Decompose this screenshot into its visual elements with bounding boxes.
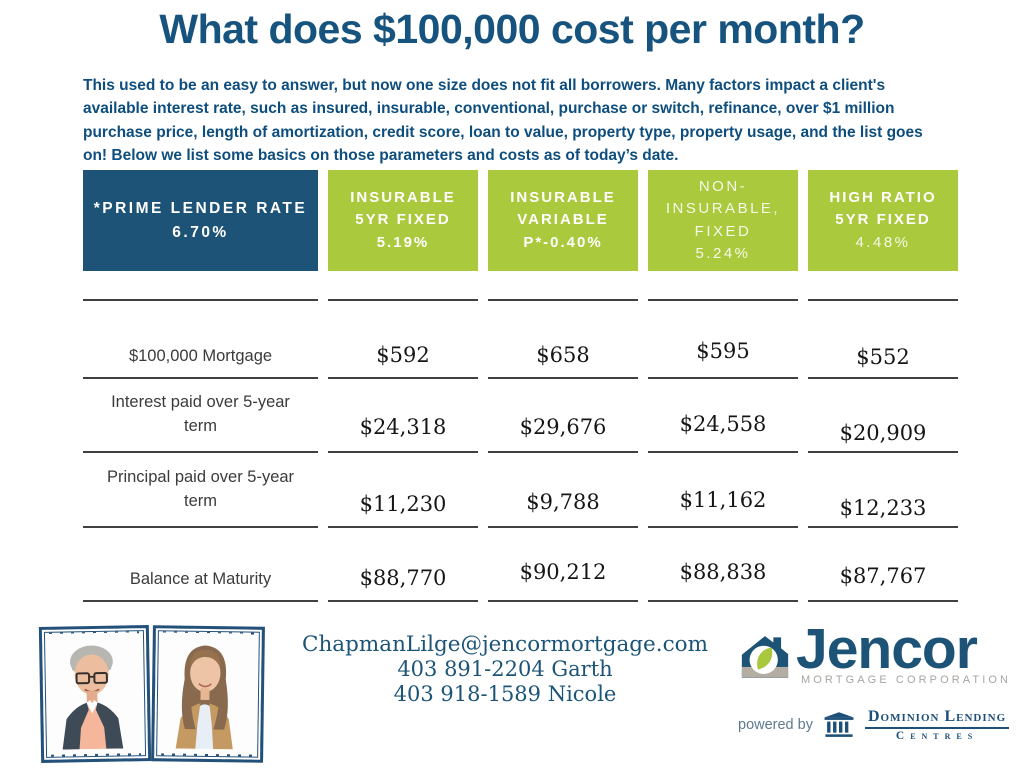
jencor-tagline: MORTGAGE CORPORATION bbox=[801, 673, 1012, 686]
contact-phone-garth: 403 891-2204 Garth bbox=[397, 657, 613, 682]
table-row: Interest paid over 5-year term $24,318 $29… bbox=[83, 379, 961, 453]
contact-email: ChapmanLilge@jencormortgage.com bbox=[302, 632, 708, 657]
blank-underline bbox=[488, 271, 638, 301]
header-line: 5YR FIXED bbox=[355, 211, 451, 229]
powered-by-label: powered by bbox=[738, 716, 813, 733]
header-line: FIXED bbox=[694, 222, 752, 240]
header-line: 6.70% bbox=[172, 223, 229, 241]
frame-dashes bbox=[161, 753, 254, 757]
header-line: VARIABLE bbox=[517, 211, 609, 229]
jencor-logo: Jencor MORTGAGE CORPORATION bbox=[738, 617, 1012, 686]
dlc-building-icon bbox=[824, 712, 854, 737]
male-advisor-portrait bbox=[46, 632, 138, 750]
jencor-wordmark: Jencor MORTGAGE CORPORATION bbox=[796, 617, 1012, 686]
table-row: Balance at Maturity $88,770 $90,212 $88,838… bbox=[83, 528, 961, 602]
header-line: 4.48% bbox=[855, 233, 911, 251]
cell-3-1: $90,212 bbox=[488, 528, 638, 602]
dlc-wordmark: Dominion Lending Centres bbox=[864, 708, 1010, 742]
cell-0-2: $595 bbox=[648, 301, 798, 379]
cell-1-3: $20,909 bbox=[808, 379, 958, 453]
dlc-name: Dominion Lending bbox=[864, 708, 1010, 729]
jencor-house-icon bbox=[741, 636, 789, 678]
header-line: HIGH RATIO bbox=[829, 188, 937, 206]
table-row: Principal paid over 5-year term $11,230 $9… bbox=[83, 453, 961, 528]
header-line: 5.19% bbox=[376, 233, 430, 251]
cell-2-1: $9,788 bbox=[488, 453, 638, 528]
header-line: 5YR FIXED bbox=[835, 211, 931, 229]
header-line: 5.24% bbox=[695, 245, 751, 262]
column-header-insurable-5yr-fixed: INSURABLE 5YR FIXED 5.19% bbox=[328, 170, 478, 271]
header-line: INSURABLE, bbox=[665, 200, 781, 217]
frame-dashes bbox=[51, 753, 142, 757]
cell-0-1: $658 bbox=[488, 301, 638, 379]
cell-0-0: $592 bbox=[328, 301, 478, 379]
cell-3-0: $88,770 bbox=[328, 528, 478, 602]
dlc-centres: Centres bbox=[895, 729, 979, 742]
header-line: P*-0.40% bbox=[523, 233, 603, 251]
row-label: Balance at Maturity bbox=[83, 528, 318, 602]
contact-block: ChapmanLilge@jencormortgage.com 403 891-… bbox=[270, 632, 740, 707]
column-header-non-insurable-fixed: NON- INSURABLE, FIXED 5.24% bbox=[648, 170, 798, 271]
cell-2-0: $11,230 bbox=[328, 453, 478, 528]
cell-3-3: $87,767 bbox=[808, 528, 958, 602]
header-line: *PRIME LENDER RATE bbox=[93, 200, 308, 218]
table-row: $100,000 Mortgage $592 $658 $595 $552 bbox=[83, 301, 961, 379]
row-label: Principal paid over 5-year term bbox=[83, 453, 318, 528]
cell-1-2: $24,558 bbox=[648, 379, 798, 453]
column-header-insurable-variable: INSURABLE VARIABLE P*-0.40% bbox=[488, 170, 638, 271]
table-blank-line-row bbox=[83, 271, 961, 301]
cell-3-2: $88,838 bbox=[648, 528, 798, 602]
blank-underline bbox=[83, 271, 318, 301]
cell-0-3: $552 bbox=[808, 301, 958, 379]
blank-underline bbox=[648, 271, 798, 301]
contact-phone-nicole: 403 918-1589 Nicole bbox=[393, 682, 617, 707]
jencor-name: Jencor bbox=[796, 617, 978, 681]
advisor-photo-nicole bbox=[151, 625, 265, 763]
column-header-high-ratio-5yr-fixed: HIGH RATIO 5YR FIXED 4.48% bbox=[808, 170, 958, 271]
advisor-photo-garth bbox=[38, 625, 152, 763]
header-line: NON- bbox=[698, 177, 748, 195]
powered-by-row: powered by Dominion Lending Centres bbox=[738, 708, 1016, 742]
header-line: INSURABLE bbox=[510, 188, 616, 206]
row-label: Interest paid over 5-year term bbox=[83, 379, 318, 453]
table-header-row: *PRIME LENDER RATE 6.70% INSURABLE 5YR FIXE… bbox=[83, 170, 961, 271]
female-advisor-portrait bbox=[159, 632, 251, 750]
cell-2-2: $11,162 bbox=[648, 453, 798, 528]
page-title: What does $100,000 cost per month? bbox=[159, 6, 865, 52]
cell-1-1: $29,676 bbox=[488, 379, 638, 453]
rate-comparison-table: *PRIME LENDER RATE 6.70% INSURABLE 5YR FIXE… bbox=[83, 170, 961, 602]
cell-2-3: $12,233 bbox=[808, 453, 958, 528]
blank-underline bbox=[808, 271, 958, 301]
table-body: $100,000 Mortgage $592 $658 $595 $552 Interes… bbox=[83, 301, 961, 602]
header-line: INSURABLE bbox=[350, 188, 456, 206]
intro-paragraph: This used to be an easy to answer, but n… bbox=[83, 77, 923, 164]
row-label: $100,000 Mortgage bbox=[83, 301, 318, 379]
blank-underline bbox=[328, 271, 478, 301]
cell-1-0: $24,318 bbox=[328, 379, 478, 453]
column-header-prime-lender-rate: *PRIME LENDER RATE 6.70% bbox=[83, 170, 318, 271]
